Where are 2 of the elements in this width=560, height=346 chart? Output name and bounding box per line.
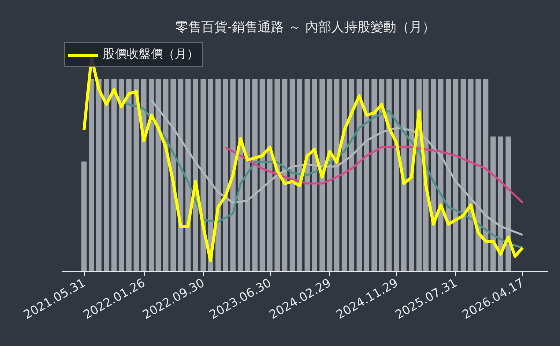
chart-title: 零售百貨-銷售通路 ～ 內部人持股變動（月） (176, 20, 436, 36)
legend-label: 股價收盤價（月） (103, 46, 199, 63)
